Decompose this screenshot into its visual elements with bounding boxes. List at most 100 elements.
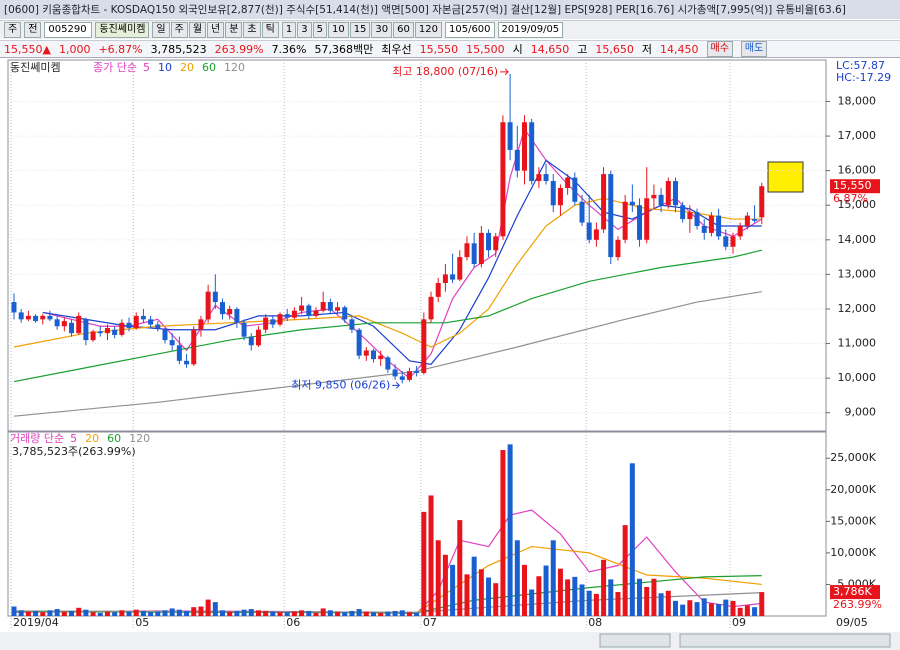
- candle-body: [112, 329, 118, 335]
- volume-bar: [421, 511, 427, 616]
- volume-bar: [291, 611, 297, 616]
- candle-body: [723, 236, 729, 247]
- unit-button[interactable]: 분: [225, 22, 243, 38]
- unit-button[interactable]: 주: [170, 22, 188, 38]
- candle-body: [220, 302, 226, 315]
- candle-body: [176, 345, 182, 361]
- candle-body: [421, 319, 427, 373]
- hc-label: HC:-17.29: [836, 71, 891, 84]
- code-input[interactable]: 005290: [44, 22, 93, 38]
- candle-body: [637, 205, 643, 240]
- y-tick-label: 16,000: [838, 164, 877, 177]
- interval-button[interactable]: 30: [371, 22, 393, 38]
- candle-body: [644, 198, 650, 240]
- candle-body: [493, 236, 499, 251]
- candle-body: [392, 369, 398, 377]
- unit-button[interactable]: 틱: [261, 22, 279, 38]
- volume-bar: [579, 584, 585, 616]
- volume-bar: [450, 564, 456, 616]
- candle-body: [536, 174, 542, 182]
- volume-bar: [608, 579, 614, 616]
- volume-bar: [435, 540, 441, 616]
- legend-entry: 20: [180, 61, 194, 74]
- last-volume-ratio: 263.99%: [833, 598, 882, 611]
- volume-bar: [406, 612, 412, 616]
- volume-tick-label: 25,000K: [830, 451, 876, 464]
- candle-body: [11, 302, 17, 313]
- volume-bar: [162, 610, 168, 616]
- candle-body: [148, 319, 154, 325]
- volume-bar: [536, 576, 542, 616]
- volume-bar: [672, 600, 678, 616]
- volume-bar: [313, 612, 319, 616]
- candle-body: [500, 122, 506, 237]
- unit-button[interactable]: 년: [207, 22, 225, 38]
- candle-body: [320, 302, 326, 311]
- interval-button[interactable]: 10: [327, 22, 349, 38]
- last-price-tag: [830, 179, 880, 194]
- candle-body: [291, 310, 297, 318]
- volume-bar: [392, 610, 398, 616]
- count-input[interactable]: 105/600: [444, 22, 495, 38]
- interval-button[interactable]: 15: [349, 22, 371, 38]
- legend-entry: 10: [158, 61, 172, 74]
- interval-button[interactable]: 3: [297, 22, 312, 38]
- candle-body: [744, 215, 750, 226]
- unit-button[interactable]: 월: [188, 22, 207, 38]
- volume-bar: [529, 589, 535, 616]
- candle-body: [507, 122, 513, 150]
- candle-body: [406, 371, 412, 380]
- volume-tick-label: 15,000K: [830, 514, 876, 527]
- ma-line: [13, 197, 762, 348]
- scroll-buttons[interactable]: [599, 633, 671, 648]
- bid: 15,500: [466, 42, 505, 56]
- legend-entry: 120: [129, 432, 150, 445]
- volume-bar: [371, 612, 376, 616]
- y-tick-label: 9,000: [845, 406, 877, 419]
- candle-body: [608, 174, 614, 258]
- candle-body: [327, 302, 333, 311]
- marker-box: [767, 161, 804, 193]
- buy-button[interactable]: 매수: [706, 41, 733, 57]
- stock-name[interactable]: 동진쎄미켐: [95, 22, 150, 38]
- x-tick-label: 08: [588, 616, 602, 629]
- candle-body: [126, 322, 132, 328]
- candle-body: [205, 291, 211, 320]
- unit-button[interactable]: 초: [243, 22, 261, 38]
- period-select[interactable]: 주: [4, 22, 22, 38]
- volume-bar: [629, 463, 635, 616]
- tool-buttons[interactable]: [679, 633, 891, 648]
- volume-summary: 3,785,523주(263.99%): [12, 445, 136, 458]
- volume-bar: [97, 612, 103, 616]
- interval-button[interactable]: 120: [414, 22, 442, 38]
- unit-button[interactable]: 일: [152, 22, 170, 38]
- y-tick-label: 11,000: [838, 337, 877, 350]
- candle-body: [90, 331, 96, 341]
- candle-body: [47, 315, 53, 320]
- volume-bar: [140, 610, 146, 616]
- interval-button[interactable]: 60: [393, 22, 414, 38]
- volume-bar: [255, 610, 261, 616]
- volume-bar: [40, 612, 46, 616]
- legend-entry: 5: [143, 61, 150, 74]
- candle-body: [464, 243, 470, 258]
- volume-bar: [25, 611, 31, 616]
- volume-bar: [76, 607, 82, 616]
- candle-body: [629, 201, 635, 206]
- sell-button[interactable]: 매도: [740, 41, 768, 57]
- market-select[interactable]: 전: [24, 22, 42, 38]
- y-tick-label: 14,000: [838, 233, 877, 246]
- candle-body: [486, 232, 492, 251]
- candle-body: [363, 350, 369, 356]
- interval-button[interactable]: 1: [281, 22, 297, 38]
- turnover: 7.36%: [271, 42, 307, 56]
- date-input[interactable]: 2019/09/05: [497, 22, 564, 38]
- candle-body: [255, 329, 261, 346]
- volume-bar: [550, 540, 556, 616]
- candle-body: [371, 350, 376, 360]
- volume-bar: [277, 612, 283, 616]
- interval-button[interactable]: 5: [312, 22, 327, 38]
- volume-bar: [708, 603, 714, 616]
- open: 14,650: [530, 42, 570, 56]
